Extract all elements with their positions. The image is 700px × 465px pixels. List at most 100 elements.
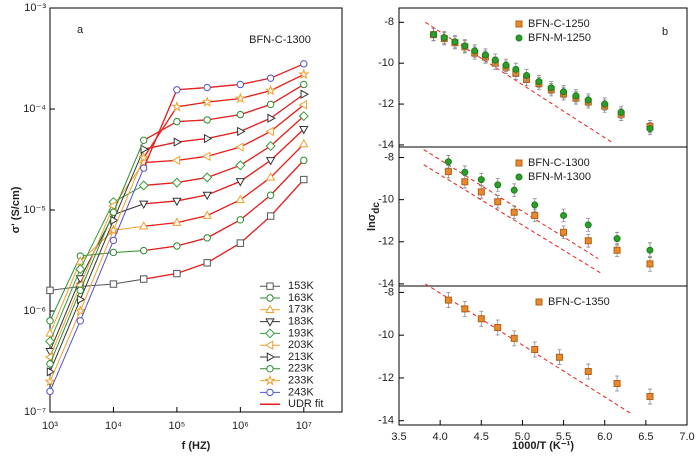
data-point [300, 89, 309, 99]
data-point [510, 334, 518, 342]
legend-marker [264, 374, 276, 386]
data-point [547, 84, 555, 92]
fit-line [143, 143, 305, 227]
data-point [172, 217, 182, 226]
x-tick-label: 5.5 [556, 431, 571, 443]
legend-label: 153K [288, 280, 314, 292]
data-point [451, 38, 459, 46]
data-point [173, 242, 181, 250]
fit-line [143, 104, 305, 164]
data-point [298, 68, 310, 80]
series-line [49, 93, 305, 373]
data-point [584, 237, 592, 245]
data-point [46, 367, 56, 377]
data-point [109, 236, 118, 245]
data-point [44, 336, 56, 347]
data-point [173, 86, 181, 94]
data-point [510, 208, 518, 216]
y-tick-label: 10⁻⁷ [24, 406, 46, 418]
data-point [584, 96, 592, 104]
data-point [646, 125, 654, 133]
data-point [202, 191, 212, 201]
data-point [646, 393, 654, 401]
data-point [300, 156, 308, 165]
data-point [201, 96, 213, 108]
legend-label: 223K [288, 363, 314, 375]
legend-marker [265, 318, 275, 327]
y-tick-label: -8 [384, 286, 394, 298]
legend-label: 213K [288, 351, 314, 363]
y-tick-label: 10⁻³ [24, 2, 46, 14]
data-point [46, 360, 54, 368]
legend-label: 233K [288, 375, 314, 387]
data-point [172, 197, 182, 207]
data-point [77, 294, 86, 305]
data-point [531, 211, 539, 219]
data-point [646, 260, 654, 268]
data-point [444, 296, 452, 304]
data-point [584, 368, 592, 376]
legend-marker [266, 294, 274, 302]
data-point [300, 80, 308, 89]
panel-label: b [662, 26, 668, 38]
data-point [236, 110, 245, 119]
series-line [49, 63, 304, 392]
data-point [613, 246, 621, 254]
legend-marker [515, 34, 523, 42]
data-point [76, 286, 84, 295]
data-point [171, 100, 183, 112]
legend-marker [265, 304, 275, 314]
legend-marker [264, 340, 274, 350]
guide-line [425, 283, 631, 414]
data-point [236, 80, 245, 89]
data-point [235, 160, 246, 171]
series-line [49, 143, 305, 334]
data-point [494, 323, 502, 331]
data-point [171, 155, 181, 166]
y-axis-label-main: lnσ [366, 213, 378, 231]
y-tick-label: -8 [384, 151, 394, 163]
data-point [74, 304, 87, 316]
legend-marker [266, 365, 274, 373]
x-tick-label: 6.5 [638, 431, 653, 443]
x-tick-label: 10³ [42, 420, 58, 432]
y-tick-label: -10 [378, 57, 394, 69]
x-tick-label: 7.0 [679, 431, 694, 443]
legend-marker [515, 20, 523, 28]
y-tick-label: -10 [378, 194, 394, 206]
legend-label: BFN-M-1300 [528, 171, 591, 183]
data-point [44, 375, 56, 387]
y-tick-label: -14 [378, 415, 394, 427]
data-point [481, 51, 489, 59]
y-axis-label: lnσdc [366, 202, 382, 231]
data-point [613, 235, 621, 243]
fit-line [143, 159, 305, 252]
data-point [140, 144, 149, 154]
data-point [265, 140, 276, 152]
data-point [203, 234, 211, 242]
legend-label: BFN-C-1300 [528, 157, 590, 169]
legend-label: 163K [288, 292, 314, 304]
data-point [560, 88, 568, 96]
data-point [171, 177, 182, 188]
data-point [173, 117, 181, 126]
data-point [76, 317, 84, 325]
data-point [267, 113, 276, 123]
data-point [46, 387, 54, 396]
y-tick-label: 10⁻⁵ [23, 204, 46, 216]
y-tick-label: -14 [378, 139, 394, 151]
data-point [601, 100, 609, 108]
data-point [477, 188, 485, 196]
data-point [300, 175, 308, 184]
annotation: BFN-C-1300 [249, 34, 311, 46]
y-tick-label: 10⁻⁶ [23, 305, 46, 317]
data-point [140, 246, 148, 255]
data-point [202, 172, 213, 183]
data-point [201, 151, 211, 162]
data-point [298, 111, 309, 122]
data-point [531, 201, 539, 209]
data-point [512, 65, 520, 73]
data-point [510, 186, 518, 194]
data-point [235, 142, 244, 152]
